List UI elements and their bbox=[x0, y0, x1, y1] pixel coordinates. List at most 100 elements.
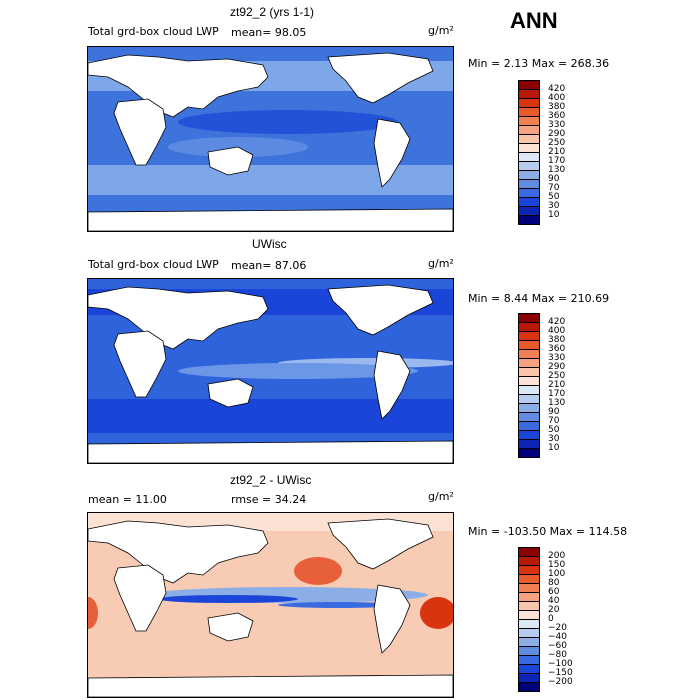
panel-2-title: UWisc bbox=[252, 237, 287, 251]
colorbar-tick-label: 10 bbox=[548, 443, 560, 453]
colorbar-tick-label: 90 bbox=[548, 407, 560, 417]
colorbar-tick-label: −100 bbox=[548, 659, 573, 669]
colorbar-tick-label: 400 bbox=[548, 326, 566, 336]
pos-anomaly-satlantic bbox=[420, 597, 453, 629]
south-america bbox=[373, 118, 411, 188]
colorbar-tick-label: 0 bbox=[548, 614, 554, 624]
colorbar-tick-label: 60 bbox=[548, 587, 560, 597]
colorbar-tick-label: 290 bbox=[548, 129, 566, 139]
panel-3-map-svg bbox=[88, 513, 453, 697]
land-masses bbox=[88, 52, 453, 231]
australia bbox=[207, 378, 254, 408]
colorbar-tick-label: 30 bbox=[548, 434, 560, 444]
colorbar-tick-label: 50 bbox=[548, 425, 560, 435]
colorbar-tick-label: 170 bbox=[548, 389, 566, 399]
north-america bbox=[327, 52, 434, 104]
panel-3-title: zt92_2 - UWisc bbox=[230, 473, 312, 487]
colorbar-tick-label: −40 bbox=[548, 632, 567, 642]
colorbar-tick-label: 380 bbox=[548, 335, 566, 345]
pos-anomaly-west-edge bbox=[88, 597, 98, 629]
colorbar-tick-label: 170 bbox=[548, 156, 566, 166]
deep-band bbox=[178, 110, 398, 134]
panel-1-title: zt92_2 (yrs 1-1) bbox=[230, 5, 315, 19]
panel-3-colorbar: 200 150 100 80 60 40 20 0 −20 −40 −60 −80 −100 −150 −2… bbox=[518, 547, 598, 692]
colorbar-tick-label: 330 bbox=[548, 120, 566, 130]
colorbar-tick-label: 100 bbox=[548, 569, 566, 579]
panel-1-map-svg bbox=[88, 47, 453, 231]
colorbar-tick-label: 80 bbox=[548, 578, 560, 588]
africa bbox=[113, 564, 167, 632]
colorbar-tick-label: 420 bbox=[548, 84, 566, 94]
season-label: ANN bbox=[510, 8, 558, 33]
colorbar-swatch bbox=[518, 448, 540, 458]
colorbar-tick-label: 400 bbox=[548, 93, 566, 103]
midlat-band-south bbox=[88, 165, 453, 195]
colorbar-tick-label: 40 bbox=[548, 596, 560, 606]
colorbar-tick-label: −80 bbox=[548, 650, 567, 660]
north-america bbox=[327, 518, 434, 570]
eurasia bbox=[88, 520, 269, 584]
neg-anomaly-east bbox=[278, 602, 398, 608]
colorbar-tick-label: 360 bbox=[548, 111, 566, 121]
panel-3-rmse: rmse = 34.24 bbox=[231, 493, 307, 506]
colorbar-tick-label: 150 bbox=[548, 560, 566, 570]
colorbar-tick-label: 50 bbox=[548, 192, 560, 202]
colorbar-tick-label: −200 bbox=[548, 677, 573, 687]
colorbar-tick-label: 210 bbox=[548, 380, 566, 390]
land-masses bbox=[88, 284, 453, 463]
eurasia bbox=[88, 286, 269, 350]
south-america bbox=[373, 584, 411, 654]
panel-1-colorbar: 420 400 380 360 330 290 250 210 170 130 90 70 50 30 10 bbox=[518, 80, 598, 225]
panel-2-units: g/m² bbox=[428, 257, 454, 270]
colorbar-tick-label: 250 bbox=[548, 138, 566, 148]
colorbar-tick-label: 70 bbox=[548, 183, 560, 193]
colorbar-tick-label: 420 bbox=[548, 317, 566, 327]
panel-2-field-label: Total grd-box cloud LWP bbox=[88, 258, 219, 271]
colorbar-tick-label: 380 bbox=[548, 102, 566, 112]
colorbar-tick-label: −150 bbox=[548, 668, 573, 678]
subtropical-band bbox=[178, 363, 418, 379]
colorbar-tick-label: 20 bbox=[548, 605, 560, 615]
australia bbox=[207, 146, 254, 176]
colorbar-tick-label: 30 bbox=[548, 201, 560, 211]
panel-1-units: g/m² bbox=[428, 24, 454, 37]
colorbar-swatch bbox=[518, 682, 540, 692]
colorbar-swatch bbox=[518, 215, 540, 225]
africa bbox=[113, 330, 167, 398]
africa bbox=[113, 98, 167, 166]
colorbar-tick-label: 130 bbox=[548, 165, 566, 175]
colorbar-tick-label: −60 bbox=[548, 641, 567, 651]
colorbar-tick-label: 90 bbox=[548, 174, 560, 184]
colorbar-tick-label: 250 bbox=[548, 371, 566, 381]
colorbar-tick-label: 200 bbox=[548, 551, 566, 561]
antarctica bbox=[88, 208, 453, 231]
pos-anomaly-npacific bbox=[294, 557, 342, 585]
panel-3-mean: mean = 11.00 bbox=[88, 493, 167, 506]
panel-3-units: g/m² bbox=[428, 490, 454, 503]
colorbar-tick-label: 290 bbox=[548, 362, 566, 372]
south-storm-track bbox=[88, 399, 453, 433]
colorbar-tick-label: 210 bbox=[548, 147, 566, 157]
south-america bbox=[373, 350, 411, 420]
panel-2-colorbar: 420 400 380 360 330 290 250 210 170 130 90 70 50 30 10 bbox=[518, 313, 598, 458]
panel-3-minmax: Min = -103.50 Max = 114.58 bbox=[468, 525, 628, 538]
panel-1-map bbox=[87, 46, 454, 232]
north-america bbox=[327, 284, 434, 336]
colorbar-tick-label: 70 bbox=[548, 416, 560, 426]
australia bbox=[207, 612, 254, 642]
colorbar-tick-label: 360 bbox=[548, 344, 566, 354]
panel-3-map bbox=[87, 512, 454, 698]
panel-1-mean: mean= 98.05 bbox=[231, 26, 307, 39]
colorbar-tick-label: 130 bbox=[548, 398, 566, 408]
land-masses bbox=[88, 518, 453, 697]
panel-1-field-label: Total grd-box cloud LWP bbox=[88, 25, 219, 38]
panel-2-mean: mean= 87.06 bbox=[231, 259, 307, 272]
colorbar-tick-label: 10 bbox=[548, 210, 560, 220]
colorbar-tick-label: −20 bbox=[548, 623, 567, 633]
antarctica bbox=[88, 440, 453, 463]
panel-2-map-svg bbox=[88, 279, 453, 463]
colorbar-tick-label: 330 bbox=[548, 353, 566, 363]
panel-2-minmax: Min = 8.44 Max = 210.69 bbox=[468, 292, 610, 305]
neg-anomaly-core bbox=[158, 595, 298, 603]
panel-2-map bbox=[87, 278, 454, 464]
